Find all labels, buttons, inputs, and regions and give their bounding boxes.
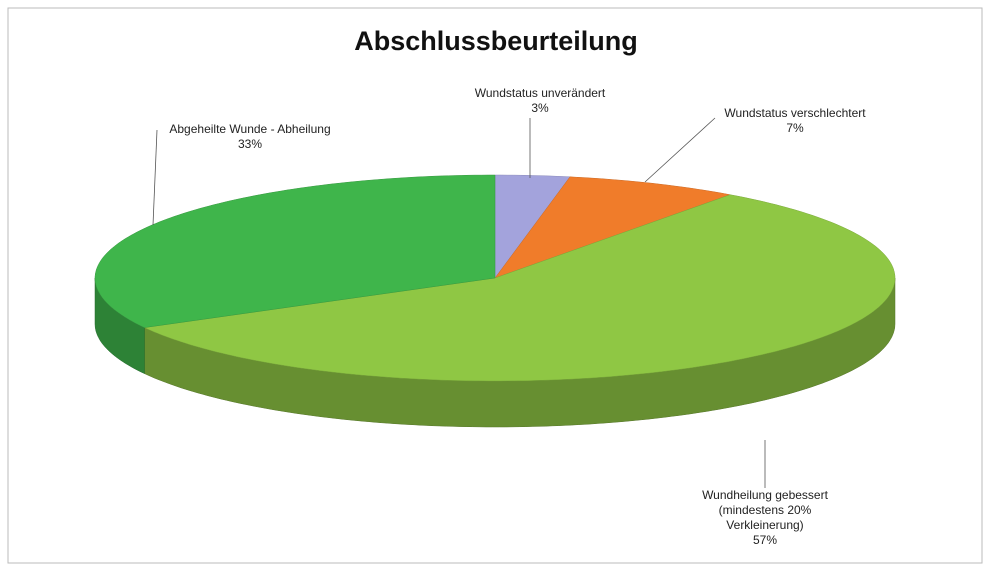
category-label: Abgeheilte Wunde - Abheilung bbox=[169, 122, 331, 136]
category-label: Wundstatus unverändert bbox=[474, 86, 606, 100]
chart-title: Abschlussbeurteilung bbox=[354, 26, 638, 56]
value-label: 57% bbox=[752, 533, 778, 547]
value-label: 33% bbox=[237, 137, 263, 151]
value-label: 3% bbox=[531, 101, 549, 115]
value-label: 7% bbox=[786, 121, 804, 135]
slice bbox=[143, 194, 896, 382]
data-label: Wundstatus unverändert 3% bbox=[475, 86, 606, 116]
data-label: Wundstatus verschlechtert 7% bbox=[724, 106, 865, 136]
category-label: Wundheilung gebessert (mindestens 20% Ve… bbox=[702, 488, 828, 532]
slice bbox=[94, 174, 496, 328]
slice bbox=[494, 174, 571, 279]
leader-line bbox=[644, 117, 716, 183]
category-label: Wundstatus verschlechtert bbox=[724, 106, 866, 120]
slice bbox=[494, 176, 732, 279]
data-label: Abgeheilte Wunde - Abheilung 33% bbox=[169, 122, 330, 152]
leader-line bbox=[152, 129, 158, 226]
data-label: Wundheilung gebessert (mindestens 20% Ve… bbox=[695, 488, 835, 548]
